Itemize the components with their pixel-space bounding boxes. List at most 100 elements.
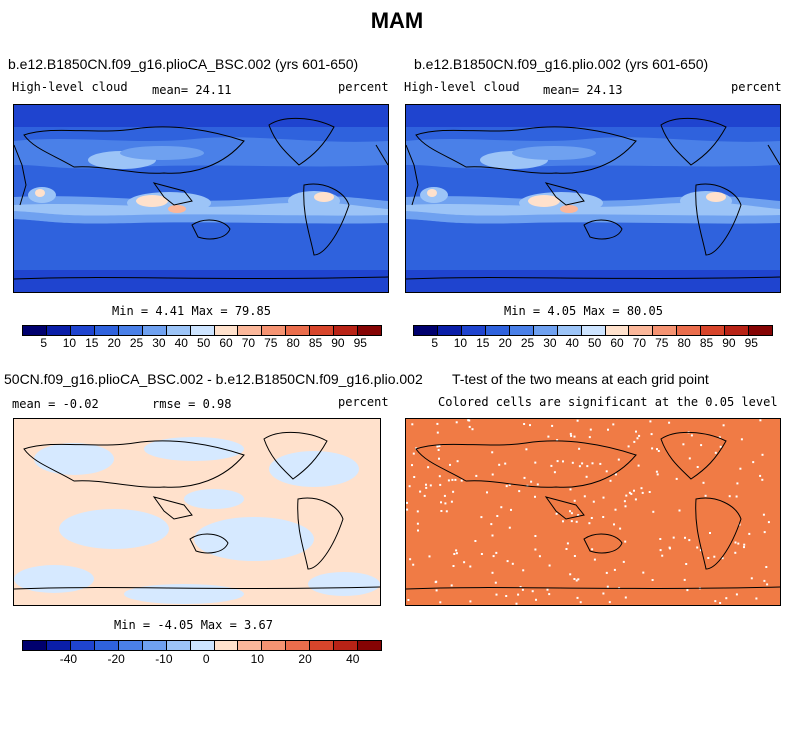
nonsignificant-cell bbox=[453, 553, 456, 555]
nonsignificant-cell bbox=[655, 470, 658, 473]
mean-label-bottom-left: mean = -0.02 bbox=[12, 397, 99, 411]
nonsignificant-cell bbox=[702, 481, 705, 484]
nonsignificant-cell bbox=[436, 431, 439, 434]
nonsignificant-cell bbox=[570, 520, 573, 523]
colorbar-swatch bbox=[334, 326, 359, 335]
nonsignificant-cell bbox=[635, 430, 637, 433]
colorbar-tick-label: 20 bbox=[298, 652, 312, 666]
nonsignificant-cell bbox=[469, 565, 472, 568]
panel-title-top-right: b.e12.B1850CN.f09_g16.plio.002 (yrs 601-… bbox=[414, 56, 709, 72]
nonsignificant-cell bbox=[593, 558, 596, 561]
nonsignificant-cell bbox=[619, 527, 622, 530]
nonsignificant-cell bbox=[714, 600, 717, 603]
nonsignificant-cell bbox=[468, 425, 471, 428]
colorbar-labels-top-left: 5 10 15 20 25 30 40 50 60 70 75 80 85 90 95 bbox=[22, 336, 382, 352]
nonsignificant-cell bbox=[510, 508, 512, 511]
colorbar-swatch bbox=[358, 326, 382, 335]
nonsignificant-cell bbox=[696, 466, 699, 468]
variable-label-top-right: High-level cloud bbox=[404, 80, 520, 94]
colorbar-tick-label: 20 bbox=[107, 336, 121, 350]
colorbar-labels-top-right: 5 10 15 20 25 30 40 50 60 70 75 80 85 90 95 bbox=[413, 336, 773, 352]
nonsignificant-cell bbox=[454, 478, 457, 481]
nonsignificant-cell bbox=[569, 510, 571, 513]
nonsignificant-cell bbox=[752, 461, 755, 464]
nonsignificant-cell bbox=[429, 484, 432, 487]
nonsignificant-cell bbox=[475, 474, 478, 477]
cloud-map-svg-top-right bbox=[406, 105, 780, 292]
colorbar-bottom-left bbox=[22, 640, 382, 651]
nonsignificant-cell bbox=[750, 577, 753, 580]
nonsignificant-cell bbox=[522, 569, 525, 572]
nonsignificant-cell bbox=[638, 434, 641, 437]
colorbar-swatch bbox=[414, 326, 438, 335]
nonsignificant-cell bbox=[569, 432, 572, 435]
colorbar-swatch bbox=[23, 641, 47, 650]
nonsignificant-cell bbox=[436, 422, 439, 425]
nonsignificant-cell bbox=[759, 419, 762, 422]
nonsignificant-cell bbox=[518, 490, 521, 493]
nonsignificant-cell bbox=[743, 546, 745, 549]
nonsignificant-cell bbox=[761, 478, 764, 481]
nonsignificant-cell bbox=[605, 571, 608, 574]
nonsignificant-cell bbox=[577, 514, 580, 517]
nonsignificant-cell bbox=[678, 509, 681, 512]
nonsignificant-cell bbox=[523, 423, 526, 425]
colorbar-swatch bbox=[262, 641, 287, 650]
colorbar-tick-label: 60 bbox=[610, 336, 624, 350]
nonsignificant-cell bbox=[423, 494, 426, 497]
colorbar-swatch bbox=[557, 326, 582, 335]
nonsignificant-cell bbox=[592, 500, 595, 503]
nonsignificant-cell bbox=[685, 563, 688, 565]
nonsignificant-cell bbox=[761, 453, 764, 456]
colorbar-swatch bbox=[142, 641, 167, 650]
colorbar-tick-label: 25 bbox=[520, 336, 535, 350]
nonsignificant-cell bbox=[511, 562, 514, 565]
nonsignificant-cell bbox=[642, 571, 645, 574]
nonsignificant-cell bbox=[474, 540, 477, 542]
nonsignificant-cell bbox=[444, 502, 447, 505]
nonsignificant-cell bbox=[627, 445, 630, 448]
nonsignificant-cell bbox=[409, 558, 412, 561]
nonsignificant-cell bbox=[412, 563, 415, 566]
colorbar-swatch bbox=[533, 326, 558, 335]
nonsignificant-cell bbox=[735, 593, 738, 596]
colorbar-tick-label: 40 bbox=[174, 336, 188, 350]
colorbar-tick-label: 60 bbox=[219, 336, 233, 350]
nonsignificant-cell bbox=[743, 543, 746, 546]
colorbar-tick-label: 50 bbox=[588, 336, 602, 350]
nonsignificant-cell bbox=[651, 579, 654, 581]
nonsignificant-cell bbox=[551, 424, 554, 427]
colorbar-tick-label: 75 bbox=[264, 336, 278, 350]
difference-map-svg bbox=[14, 419, 380, 605]
nonsignificant-cell bbox=[463, 561, 466, 564]
colorbar-tick-label: 50 bbox=[197, 336, 211, 350]
nonsignificant-cell bbox=[427, 466, 430, 469]
nonsignificant-cell bbox=[515, 602, 518, 605]
nonsignificant-cell bbox=[630, 492, 633, 495]
colorbar-tick-label: -20 bbox=[107, 652, 125, 666]
colorbar-swatch bbox=[262, 326, 287, 335]
colorbar-tick-label: 30 bbox=[543, 336, 557, 350]
nonsignificant-cell bbox=[656, 448, 658, 451]
nonsignificant-cell bbox=[633, 489, 635, 492]
nonsignificant-cell bbox=[578, 447, 581, 450]
nonsignificant-cell bbox=[612, 423, 615, 426]
nonsignificant-cell bbox=[763, 531, 766, 534]
colorbar-swatch bbox=[238, 641, 263, 650]
nonsignificant-cell bbox=[500, 506, 503, 509]
nonsignificant-cell bbox=[555, 512, 558, 515]
nonsignificant-cell bbox=[686, 589, 689, 592]
colorbar-top-left bbox=[22, 325, 382, 336]
nonsignificant-cell bbox=[445, 510, 448, 513]
nonsignificant-cell bbox=[449, 463, 451, 466]
colorbar-swatch bbox=[190, 326, 215, 335]
colorbar-tick-label: 30 bbox=[152, 336, 166, 350]
colorbar-tick-label: -10 bbox=[155, 652, 173, 666]
colorbar-swatch bbox=[118, 326, 143, 335]
nonsignificant-cell bbox=[589, 428, 592, 431]
nonsignificant-cell bbox=[577, 578, 580, 581]
colorbar-swatch bbox=[166, 326, 191, 335]
nonsignificant-cell bbox=[498, 463, 501, 466]
nonsignificant-cell bbox=[452, 490, 455, 493]
nonsignificant-cell bbox=[709, 532, 711, 534]
